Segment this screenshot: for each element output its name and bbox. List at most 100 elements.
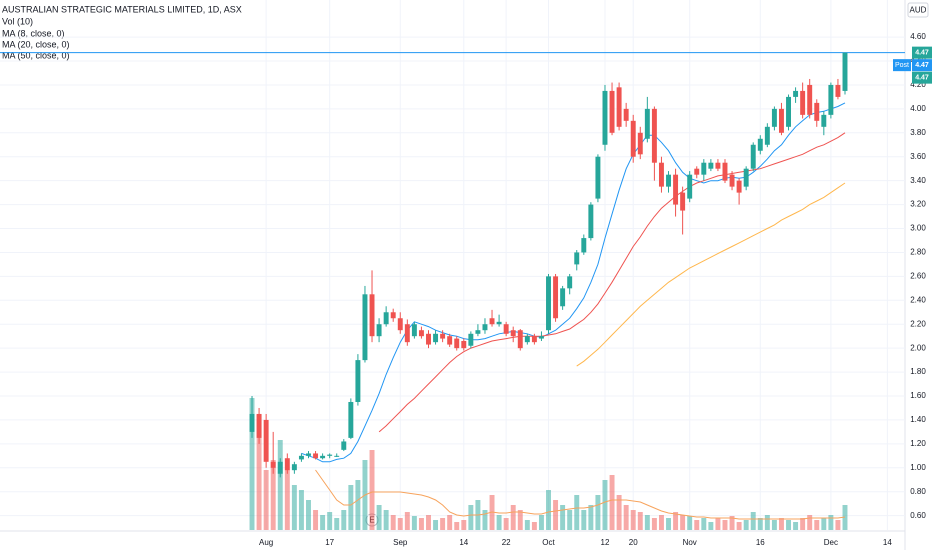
candle-body [313,453,319,459]
candle-body [786,96,791,127]
candle-body [722,162,728,181]
candle-body [510,330,516,337]
volume-bar [553,500,559,530]
volume-bar [461,520,467,530]
volume-bar [807,515,813,530]
candle-body [680,192,686,211]
legend-entry: MA (8, close, 0) [2,28,65,38]
price-tag-label: 4.47 [915,62,929,69]
y-tick-label: 3.60 [910,152,926,161]
volume-bar [666,518,671,530]
price-tag-label: 4.47 [915,49,929,56]
volume-bar [249,398,255,530]
volume-bar [793,522,799,530]
candle-body [249,413,255,432]
volume-bar [524,520,530,530]
candle-body [750,144,756,169]
candle-body [454,338,460,349]
volume-bar [687,516,693,530]
x-tick-label: 14 [883,538,892,547]
candle-body [778,108,784,133]
volume-bar [658,515,664,530]
candle-body [390,312,396,319]
volume-bar [771,520,777,530]
x-tick-label: 17 [325,538,334,547]
volume-bar [588,505,594,530]
y-tick-label: 2.60 [910,271,926,280]
candle-body [341,441,347,450]
legend-entry: MA (50, close, 0) [2,50,70,60]
volume-bar [800,518,806,530]
candle-body [461,340,467,349]
volume-bar [411,516,417,530]
candle-body [531,336,537,343]
candle-body [418,330,424,337]
volume-bar [284,470,290,530]
volume-bar [334,518,340,530]
y-tick-label: 2.00 [910,343,926,352]
volume-bar [644,515,650,530]
candle-body [376,324,382,337]
y-tick-label: 1.20 [910,439,926,448]
currency-box[interactable] [907,2,929,18]
volume-bar [546,490,551,530]
candle-body [842,52,848,91]
volume-bar [390,515,396,530]
candle-body [694,168,700,175]
candle-body [383,312,389,325]
volume-bar [560,505,566,530]
volume-bar [517,510,523,530]
volume-bar [722,520,728,530]
y-tick-label: 2.20 [910,319,926,328]
volume-bar [503,518,509,530]
y-tick-label: 0.80 [910,487,926,496]
y-tick-label: 3.80 [910,128,926,137]
volume-bar [736,522,742,530]
volume-bar [270,460,276,530]
candle-body [771,108,777,127]
candle-body [496,321,502,325]
volume-bar [835,520,841,530]
candle-body [666,174,671,187]
candle-body [553,276,559,319]
candle-body [538,336,544,339]
candle-body [298,455,304,460]
volume-bar [743,520,749,530]
candle-body [807,84,813,115]
candle-body [651,108,657,163]
x-tick-label: Oct [542,538,555,547]
y-tick-label: 1.60 [910,391,926,400]
price-tag-name: Post [895,62,909,69]
y-tick-label: 3.00 [910,224,926,233]
candle-body [334,455,340,457]
y-tick-label: 1.80 [910,367,926,376]
moving-average-line [378,132,846,433]
volume-bar [440,518,446,530]
candle-body [814,102,820,121]
volume-bar [383,510,389,530]
volume-bar [609,475,615,530]
y-tick-label: 4.20 [910,80,926,89]
candle-body [644,108,650,139]
volume-bar [757,518,763,530]
candle-body [440,333,446,339]
volume-bar [750,512,756,530]
candle-body [595,156,601,199]
price-tag-name-box [893,59,911,72]
candle-body [411,324,417,337]
candle-body [764,126,770,145]
candle-body [362,294,368,361]
volume-bar [595,495,601,530]
y-tick-label: 3.20 [910,200,926,209]
candle-body [482,324,488,331]
price-tag [912,71,932,84]
volume-bar [376,505,382,530]
candle-body [270,461,276,468]
volume-bar [277,440,283,530]
currency[interactable]: AUD [910,6,927,15]
y-tick-label: 1.40 [910,415,926,424]
volume-bar [510,505,516,530]
x-tick-label: Nov [683,538,697,547]
x-tick-label: 22 [502,538,511,547]
